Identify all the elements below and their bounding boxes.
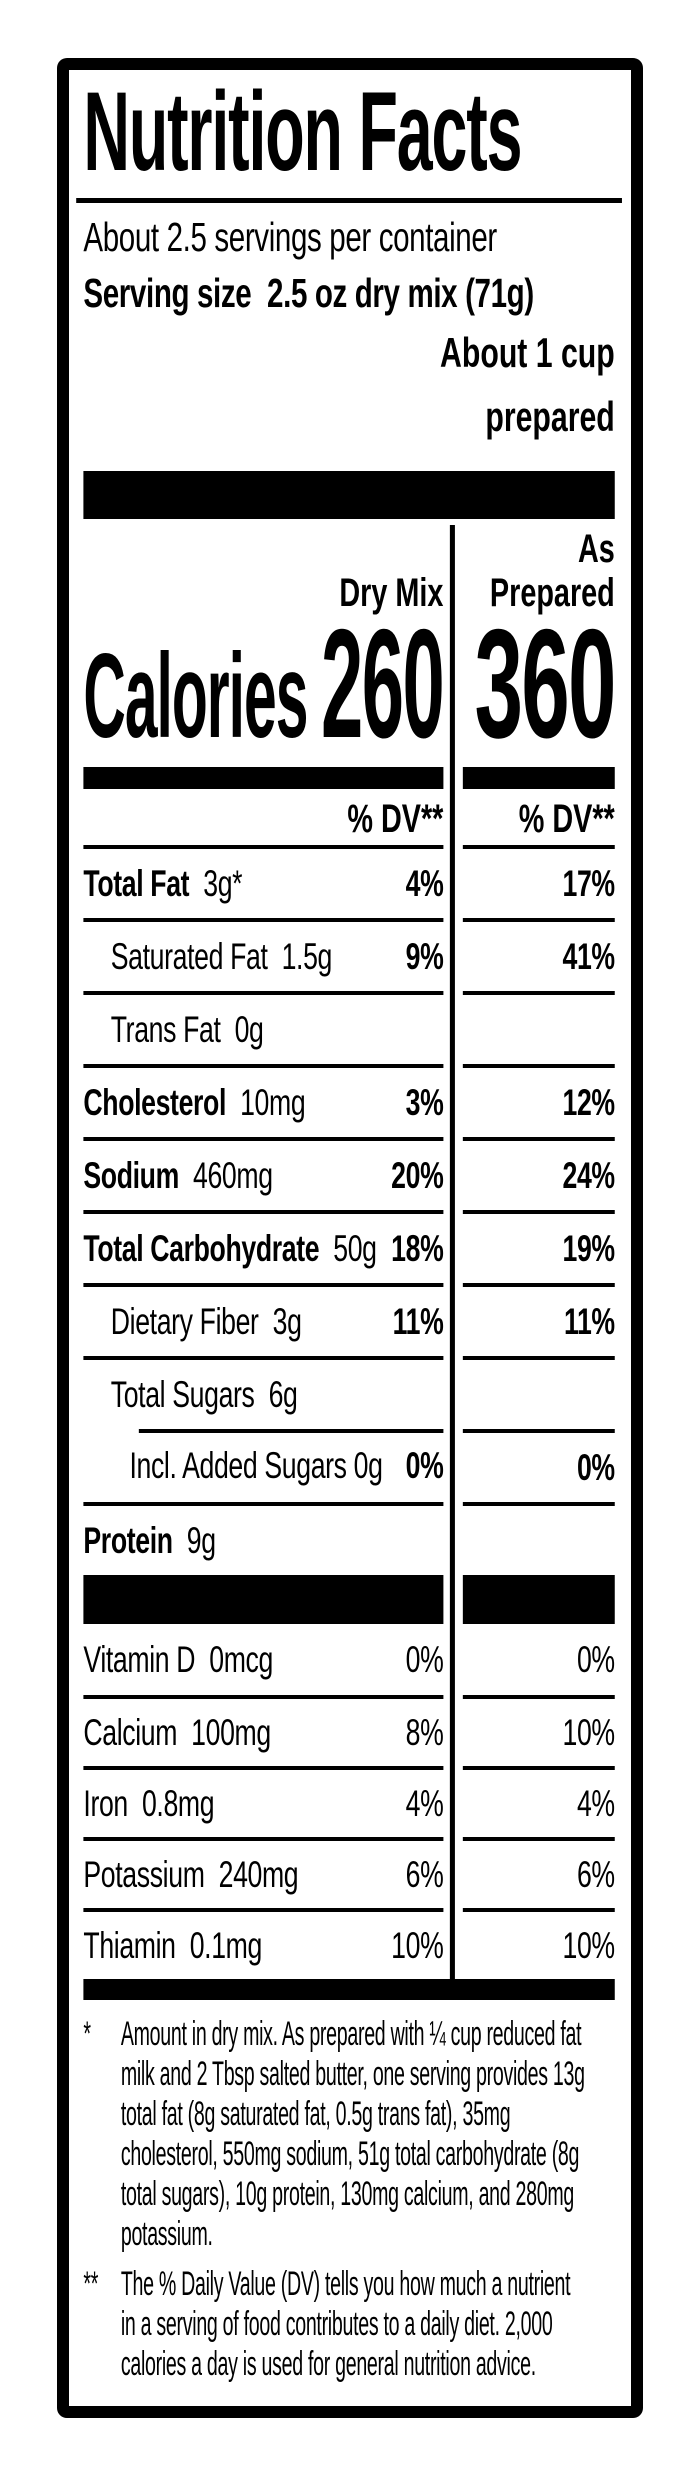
dv-value-as-prepared: 19% (562, 1227, 616, 1269)
footnote-daily-value: ** The % Daily Value (DV) tells you how … (83, 2265, 571, 2383)
protein-divider-bar-as-prepared (462, 1575, 615, 1624)
daily-value-header-row: % DV** % DV** (83, 793, 614, 845)
calories-underline-bars (83, 767, 615, 789)
dv-header-as-prepared: % DV** (518, 797, 615, 841)
row-saturated-fat: Saturated Fat 1.5g 9% 41% (83, 918, 616, 991)
dv-value-as-prepared: 41% (562, 935, 616, 977)
servings-per-container: About 2.5 servings per container (83, 214, 497, 260)
dv-value-as-prepared: 12% (562, 1081, 616, 1123)
dv-value-dry-mix: 3% (405, 1081, 444, 1123)
dv-value-as-prepared: 0% (576, 1638, 615, 1680)
serving-size-line: Serving size 2.5 oz dry mix (71g) (83, 270, 534, 316)
nutrient-name: Total Fat 3g* (83, 862, 243, 904)
column-headers: Dry Mix As Prepared (83, 519, 614, 615)
nutrition-label: Nutrition Facts About 2.5 servings per c… (57, 58, 643, 2418)
nutrient-name: Vitamin D 0mcg (83, 1638, 273, 1680)
nutrient-name: Potassium 240mg (83, 1853, 299, 1895)
row-sodium: Sodium 460mg 20% 24% (83, 1137, 616, 1210)
dv-value-dry-mix: 4% (405, 1782, 444, 1824)
calories-underline-bar-dry-mix (83, 767, 444, 789)
dv-value-dry-mix: 18% (391, 1227, 444, 1269)
serving-note-line2: prepared (485, 393, 615, 440)
label-title: Nutrition Facts (83, 69, 522, 194)
nutrient-name: Cholesterol 10mg (83, 1081, 306, 1123)
dv-value-as-prepared: 6% (576, 1853, 615, 1895)
dv-header-dry-mix: % DV** (347, 797, 444, 841)
header-divider-bar (83, 471, 615, 519)
row-calcium: Calcium 100mg 8% 10% (83, 1695, 616, 1766)
row-thiamin: Thiamin 0.1mg 10% 10% (83, 1908, 616, 1979)
dv-value-as-prepared: 24% (562, 1154, 616, 1196)
calories-label: Calories (83, 629, 308, 763)
calories-row: Calories 260 360 (83, 606, 616, 763)
serving-note-line1: About 1 cup (440, 329, 615, 376)
nutrient-name: Protein 9g (83, 1519, 216, 1561)
label-content: Nutrition Facts About 2.5 servings per c… (69, 76, 629, 2384)
dv-value-dry-mix: 11% (392, 1300, 444, 1342)
calories-as-prepared-value: 360 (474, 597, 617, 770)
nutrient-name: Incl. Added Sugars 0g (129, 1444, 383, 1486)
dv-value-dry-mix: 10% (391, 1924, 444, 1966)
dv-value-dry-mix: 8% (405, 1711, 444, 1753)
dv-value-as-prepared: 17% (562, 862, 616, 904)
nutrient-name: Trans Fat 0g (110, 1008, 264, 1050)
row-trans-fat: Trans Fat 0g (83, 991, 615, 1064)
footnote-dry-mix: * Amount in dry mix. As prepared with ¼ … (83, 2015, 585, 2253)
row-total-sugars: Total Sugars 6g (83, 1356, 615, 1429)
row-total-carbohydrate: Total Carbohydrate 50g 18% 19% (83, 1210, 616, 1283)
row-cholesterol: Cholesterol 10mg 3% 12% (83, 1064, 616, 1137)
as-prepared-column-header: As Prepared (489, 527, 615, 615)
dv-value-dry-mix: 4% (405, 862, 444, 904)
dv-value-dry-mix: 20% (391, 1154, 444, 1196)
row-dietary-fiber: Dietary Fiber 3g 11% 11% (83, 1283, 615, 1356)
row-protein: Protein 9g (83, 1502, 615, 1575)
nutrient-name: Total Carbohydrate 50g (83, 1227, 377, 1269)
dv-value-dry-mix: 0% (405, 1444, 444, 1486)
nutrient-name: Iron 0.8mg (83, 1782, 215, 1824)
calories-underline-bar-as-prepared (462, 767, 615, 789)
column-divider-line (449, 525, 455, 1979)
protein-divider-bar-dry-mix (83, 1575, 444, 1624)
title-rule (76, 198, 622, 203)
nutrient-name: Total Sugars 6g (110, 1373, 298, 1415)
protein-divider-bars (83, 1575, 615, 1624)
row-iron: Iron 0.8mg 4% 4% (83, 1766, 615, 1837)
dv-value-dry-mix: 6% (405, 1853, 444, 1895)
nutrient-name: Saturated Fat 1.5g (110, 935, 333, 977)
dv-value-dry-mix: 9% (405, 935, 444, 977)
row-vitamin-d: Vitamin D 0mcg 0% 0% (83, 1624, 615, 1695)
row-total-fat: Total Fat 3g* 4% 17% (83, 845, 616, 918)
dv-value-as-prepared: 4% (576, 1782, 615, 1824)
nutrient-name: Sodium 460mg (83, 1154, 273, 1196)
dry-mix-column-header: Dry Mix (339, 571, 444, 615)
nutrient-name: Dietary Fiber 3g (110, 1300, 302, 1342)
dv-value-as-prepared: 11% (563, 1300, 615, 1342)
calories-dry-mix-value: 260 (321, 597, 445, 770)
footnotes: * Amount in dry mix. As prepared with ¼ … (83, 2014, 631, 2384)
dv-value-dry-mix: 0% (405, 1638, 444, 1680)
nutrient-name: Thiamin 0.1mg (83, 1924, 262, 1966)
row-potassium: Potassium 240mg 6% 6% (83, 1837, 615, 1908)
dv-value-as-prepared: 10% (562, 1711, 616, 1753)
row-added-sugars: Incl. Added Sugars 0g 0% 0% (83, 1429, 615, 1502)
nutrient-name: Calcium 100mg (83, 1711, 271, 1753)
columns-grid: Dry Mix As Prepared Calories 260 360 (83, 519, 616, 1979)
footnote-divider-bar (83, 1979, 615, 2000)
footnote-marker: ** (83, 2265, 99, 2303)
footnote-marker: * (83, 2015, 91, 2053)
dv-value-as-prepared: 10% (562, 1924, 616, 1966)
dv-value-as-prepared: 0% (576, 1446, 615, 1488)
